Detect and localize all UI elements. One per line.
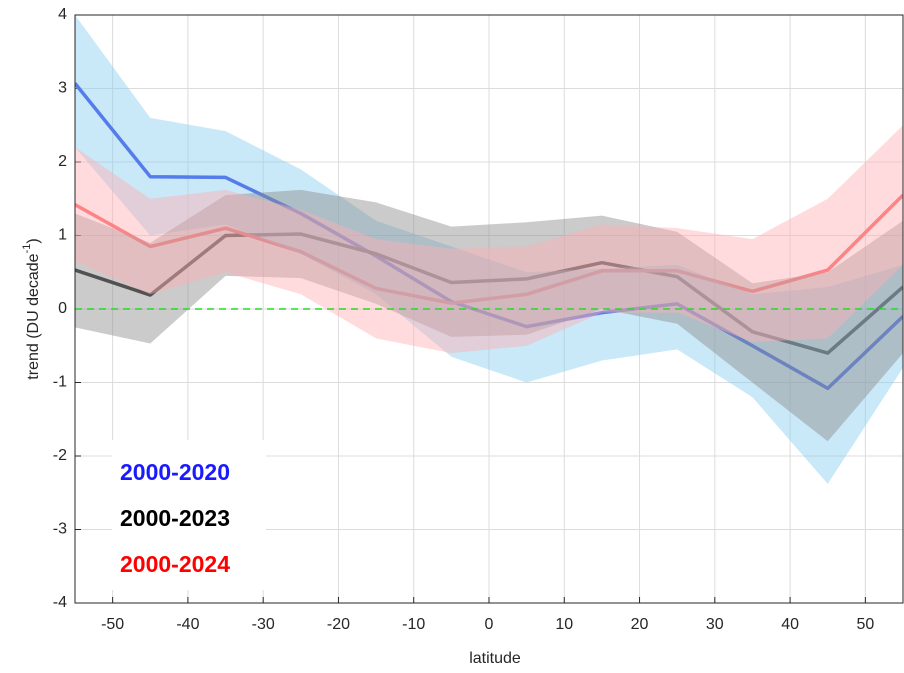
series-line [75,232,903,355]
y-label-sup: -1 [21,244,33,254]
y-label-tail: ) [25,238,42,243]
confidence-band [75,189,903,442]
x-tick-label: -10 [402,616,425,633]
y-tick-label: -3 [53,521,67,538]
confidence-band [75,15,903,484]
x-tick-label: 50 [856,616,874,633]
x-tick-label: -20 [327,616,350,633]
x-tick-label: -40 [176,616,199,633]
legend-box [112,440,266,590]
series-line [75,82,903,391]
confidence-band [75,125,903,354]
x-tick-label: -30 [252,616,275,633]
x-axis-label: latitude [469,650,521,667]
x-tick-label: 40 [781,616,799,633]
y-label-text: trend (DU decade [25,253,42,379]
y-tick-label: -4 [53,594,67,611]
y-tick-label: 2 [58,153,67,170]
x-tick-label: 10 [555,616,573,633]
plot-area [75,15,903,484]
axes-box [74,14,904,604]
legend-label: 2000-2024 [120,551,230,577]
y-tick-label: -2 [53,447,67,464]
y-axis-label: trend (DU decade-1) [21,238,42,379]
y-tick-label: 1 [58,227,67,244]
x-tick-label: 0 [485,616,494,633]
x-tick-label: 20 [631,616,649,633]
series-line [75,193,903,305]
legend-label: 2000-2023 [120,505,230,531]
y-tick-label: 0 [58,300,67,317]
y-tick-label: 4 [58,6,67,23]
y-tick-label: 3 [58,80,67,97]
y-tick-label: -1 [53,374,67,391]
x-tick-label: 30 [706,616,724,633]
legend-label: 2000-2020 [120,459,230,485]
x-tick-label: -50 [101,616,124,633]
